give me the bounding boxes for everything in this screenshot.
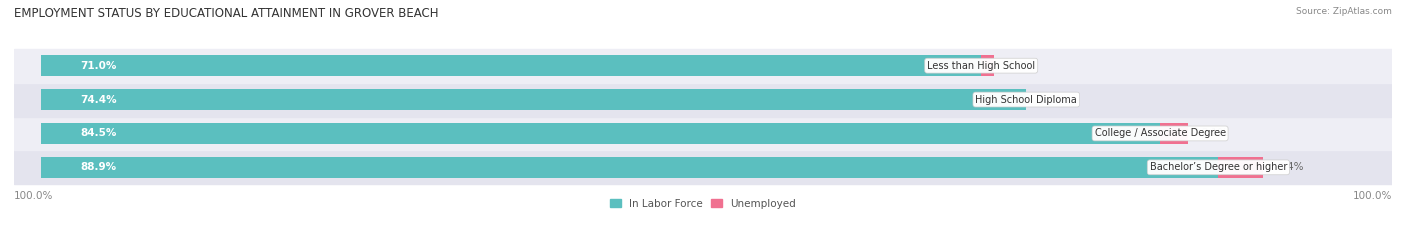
Text: College / Associate Degree: College / Associate Degree: [1094, 128, 1226, 138]
Text: Source: ZipAtlas.com: Source: ZipAtlas.com: [1296, 7, 1392, 16]
Text: 71.0%: 71.0%: [80, 61, 117, 71]
Text: High School Diploma: High School Diploma: [976, 95, 1077, 105]
Text: 84.5%: 84.5%: [80, 128, 117, 138]
Bar: [14, 49, 1392, 83]
Bar: [1219, 157, 1264, 178]
Text: 2.1%: 2.1%: [1201, 128, 1227, 138]
Text: 3.4%: 3.4%: [1277, 162, 1303, 172]
Text: 100.0%: 100.0%: [14, 191, 53, 201]
Text: Bachelor’s Degree or higher: Bachelor’s Degree or higher: [1150, 162, 1286, 172]
Bar: [981, 55, 994, 76]
Text: Less than High School: Less than High School: [927, 61, 1035, 71]
Bar: [41, 123, 1160, 144]
Bar: [1160, 123, 1188, 144]
Text: 88.9%: 88.9%: [80, 162, 117, 172]
Text: 100.0%: 100.0%: [1353, 191, 1392, 201]
Text: 0.0%: 0.0%: [1039, 95, 1066, 105]
Text: EMPLOYMENT STATUS BY EDUCATIONAL ATTAINMENT IN GROVER BEACH: EMPLOYMENT STATUS BY EDUCATIONAL ATTAINM…: [14, 7, 439, 20]
Bar: [14, 83, 1392, 116]
Bar: [14, 116, 1392, 150]
Bar: [41, 157, 1219, 178]
Bar: [41, 55, 981, 76]
Bar: [41, 89, 1026, 110]
Bar: [14, 150, 1392, 184]
Text: 1.0%: 1.0%: [1008, 61, 1033, 71]
Text: 74.4%: 74.4%: [80, 95, 117, 105]
Legend: In Labor Force, Unemployed: In Labor Force, Unemployed: [606, 194, 800, 213]
